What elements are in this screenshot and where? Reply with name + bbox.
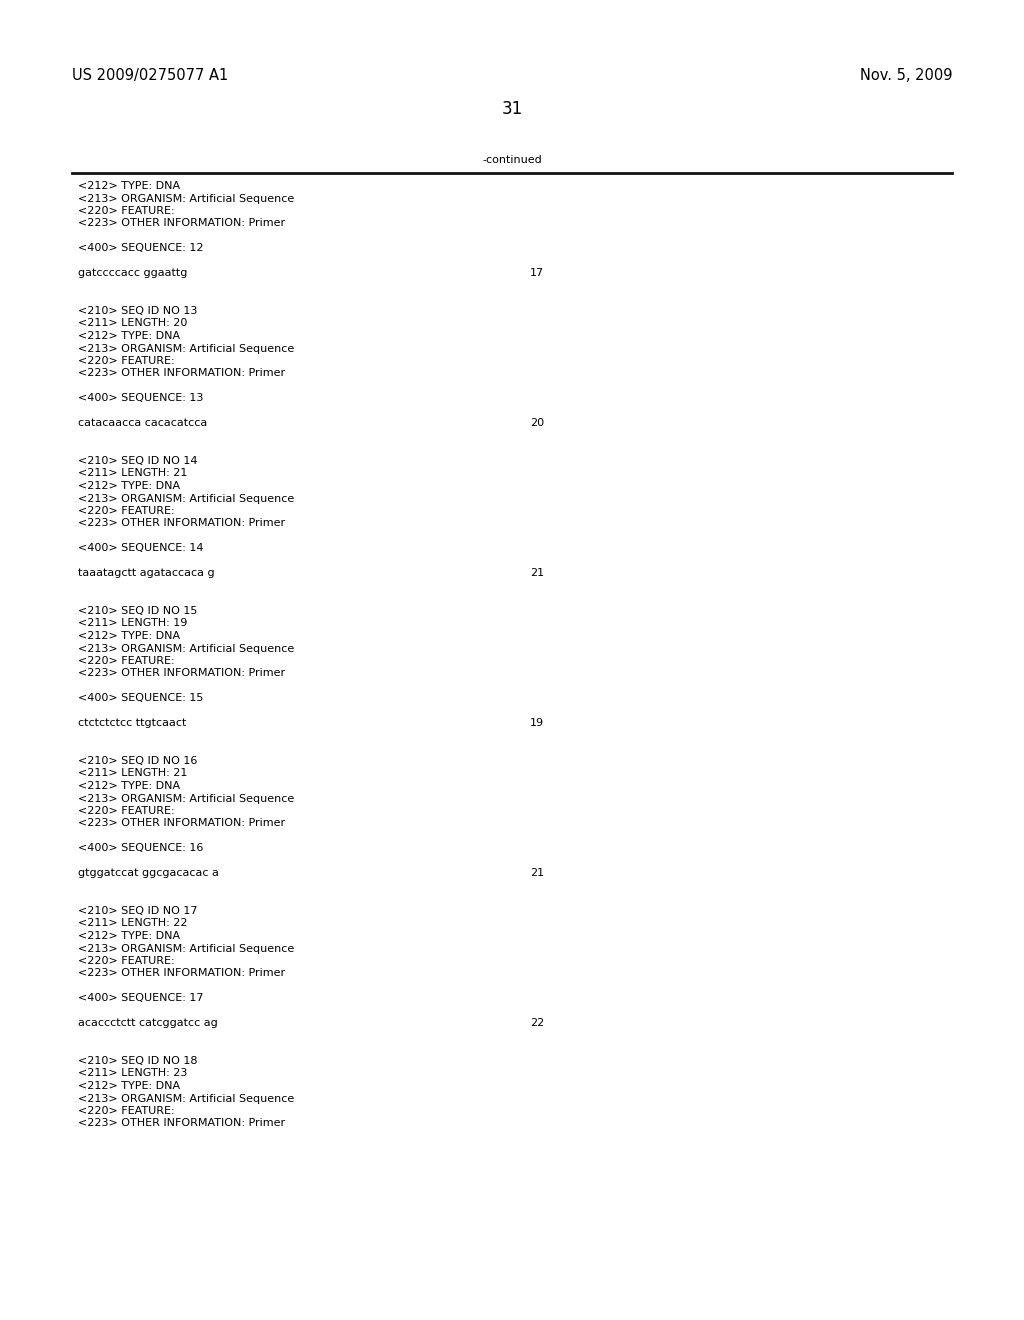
Text: <210> SEQ ID NO 16: <210> SEQ ID NO 16 (78, 756, 198, 766)
Text: Nov. 5, 2009: Nov. 5, 2009 (859, 69, 952, 83)
Text: taaatagctt agataccaca g: taaatagctt agataccaca g (78, 569, 215, 578)
Text: <210> SEQ ID NO 18: <210> SEQ ID NO 18 (78, 1056, 198, 1067)
Text: <213> ORGANISM: Artificial Sequence: <213> ORGANISM: Artificial Sequence (78, 343, 294, 354)
Text: <211> LENGTH: 21: <211> LENGTH: 21 (78, 768, 187, 779)
Text: <213> ORGANISM: Artificial Sequence: <213> ORGANISM: Artificial Sequence (78, 644, 294, 653)
Text: <220> FEATURE:: <220> FEATURE: (78, 807, 175, 816)
Text: <213> ORGANISM: Artificial Sequence: <213> ORGANISM: Artificial Sequence (78, 944, 294, 953)
Text: 31: 31 (502, 100, 522, 117)
Text: <211> LENGTH: 21: <211> LENGTH: 21 (78, 469, 187, 479)
Text: US 2009/0275077 A1: US 2009/0275077 A1 (72, 69, 228, 83)
Text: <210> SEQ ID NO 14: <210> SEQ ID NO 14 (78, 455, 198, 466)
Text: <220> FEATURE:: <220> FEATURE: (78, 1106, 175, 1115)
Text: <223> OTHER INFORMATION: Primer: <223> OTHER INFORMATION: Primer (78, 1118, 285, 1129)
Text: <223> OTHER INFORMATION: Primer: <223> OTHER INFORMATION: Primer (78, 668, 285, 678)
Text: -continued: -continued (482, 154, 542, 165)
Text: <223> OTHER INFORMATION: Primer: <223> OTHER INFORMATION: Primer (78, 219, 285, 228)
Text: <220> FEATURE:: <220> FEATURE: (78, 656, 175, 667)
Text: <212> TYPE: DNA: <212> TYPE: DNA (78, 331, 180, 341)
Text: <211> LENGTH: 20: <211> LENGTH: 20 (78, 318, 187, 329)
Text: catacaacca cacacatcca: catacaacca cacacatcca (78, 418, 207, 429)
Text: 22: 22 (530, 1019, 544, 1028)
Text: 19: 19 (530, 718, 544, 729)
Text: 17: 17 (530, 268, 544, 279)
Text: <400> SEQUENCE: 14: <400> SEQUENCE: 14 (78, 544, 204, 553)
Text: 20: 20 (530, 418, 544, 429)
Text: <212> TYPE: DNA: <212> TYPE: DNA (78, 931, 180, 941)
Text: <211> LENGTH: 19: <211> LENGTH: 19 (78, 619, 187, 628)
Text: <223> OTHER INFORMATION: Primer: <223> OTHER INFORMATION: Primer (78, 519, 285, 528)
Text: <212> TYPE: DNA: <212> TYPE: DNA (78, 181, 180, 191)
Text: <211> LENGTH: 22: <211> LENGTH: 22 (78, 919, 187, 928)
Text: <210> SEQ ID NO 13: <210> SEQ ID NO 13 (78, 306, 198, 315)
Text: <212> TYPE: DNA: <212> TYPE: DNA (78, 781, 180, 791)
Text: <212> TYPE: DNA: <212> TYPE: DNA (78, 480, 180, 491)
Text: 21: 21 (530, 569, 544, 578)
Text: 21: 21 (530, 869, 544, 879)
Text: <211> LENGTH: 23: <211> LENGTH: 23 (78, 1068, 187, 1078)
Text: <220> FEATURE:: <220> FEATURE: (78, 956, 175, 966)
Text: <213> ORGANISM: Artificial Sequence: <213> ORGANISM: Artificial Sequence (78, 793, 294, 804)
Text: <400> SEQUENCE: 13: <400> SEQUENCE: 13 (78, 393, 204, 404)
Text: <400> SEQUENCE: 12: <400> SEQUENCE: 12 (78, 243, 204, 253)
Text: <212> TYPE: DNA: <212> TYPE: DNA (78, 1081, 180, 1092)
Text: <210> SEQ ID NO 17: <210> SEQ ID NO 17 (78, 906, 198, 916)
Text: <213> ORGANISM: Artificial Sequence: <213> ORGANISM: Artificial Sequence (78, 1093, 294, 1104)
Text: <223> OTHER INFORMATION: Primer: <223> OTHER INFORMATION: Primer (78, 368, 285, 379)
Text: <400> SEQUENCE: 17: <400> SEQUENCE: 17 (78, 994, 204, 1003)
Text: <400> SEQUENCE: 15: <400> SEQUENCE: 15 (78, 693, 204, 704)
Text: ctctctctcc ttgtcaact: ctctctctcc ttgtcaact (78, 718, 186, 729)
Text: gtggatccat ggcgacacac a: gtggatccat ggcgacacac a (78, 869, 219, 879)
Text: <212> TYPE: DNA: <212> TYPE: DNA (78, 631, 180, 642)
Text: <210> SEQ ID NO 15: <210> SEQ ID NO 15 (78, 606, 198, 616)
Text: <223> OTHER INFORMATION: Primer: <223> OTHER INFORMATION: Primer (78, 818, 285, 829)
Text: gatccccacc ggaattg: gatccccacc ggaattg (78, 268, 187, 279)
Text: <220> FEATURE:: <220> FEATURE: (78, 356, 175, 366)
Text: <220> FEATURE:: <220> FEATURE: (78, 506, 175, 516)
Text: acaccctctt catcggatcc ag: acaccctctt catcggatcc ag (78, 1019, 218, 1028)
Text: <220> FEATURE:: <220> FEATURE: (78, 206, 175, 216)
Text: <400> SEQUENCE: 16: <400> SEQUENCE: 16 (78, 843, 204, 854)
Text: <213> ORGANISM: Artificial Sequence: <213> ORGANISM: Artificial Sequence (78, 194, 294, 203)
Text: <213> ORGANISM: Artificial Sequence: <213> ORGANISM: Artificial Sequence (78, 494, 294, 503)
Text: <223> OTHER INFORMATION: Primer: <223> OTHER INFORMATION: Primer (78, 969, 285, 978)
